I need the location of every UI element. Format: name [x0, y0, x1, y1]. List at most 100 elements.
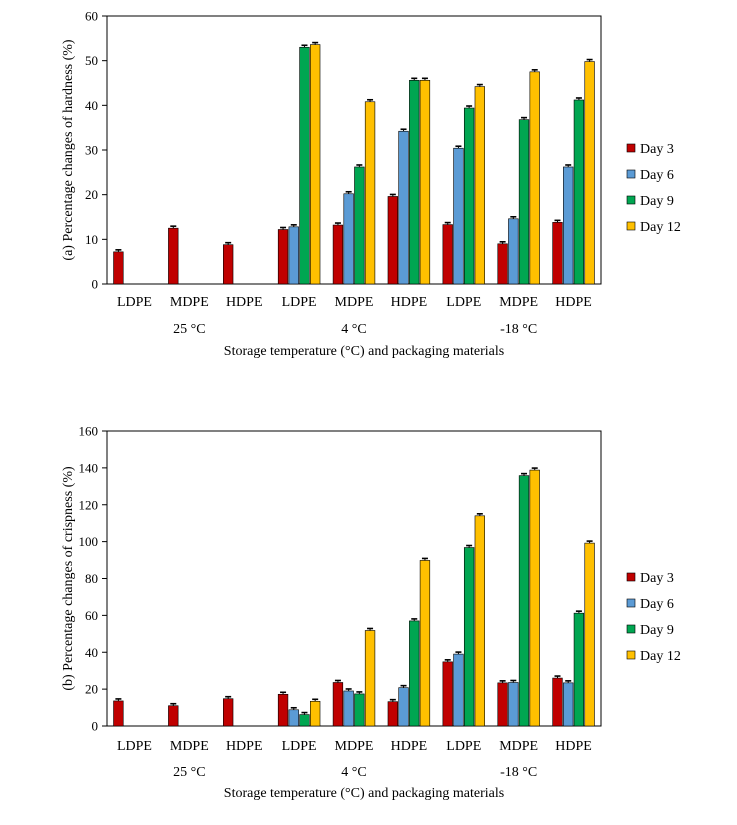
bar-day-9 — [299, 714, 310, 727]
bar-day-6 — [288, 709, 299, 727]
bar-day-6 — [453, 653, 464, 727]
y-tick-label: 120 — [79, 497, 99, 512]
bar-day-6 — [563, 166, 574, 285]
bar-day-3 — [442, 224, 453, 285]
bar-day-3 — [113, 251, 124, 285]
bar-day-3 — [168, 227, 179, 285]
x-category-label: LDPE — [446, 739, 481, 754]
bar-day-12 — [310, 700, 321, 727]
x-category-label: LDPE — [117, 295, 152, 310]
bar-day-6 — [508, 682, 519, 727]
y-tick-label: 10 — [85, 232, 98, 247]
bar-day-3 — [168, 705, 179, 727]
y-tick-label: 80 — [85, 571, 98, 586]
legend-swatch — [626, 624, 636, 634]
y-tick-label: 160 — [79, 424, 99, 439]
x-category-label: HDPE — [226, 739, 263, 754]
x-category-label: MDPE — [335, 295, 374, 310]
y-tick-label: 100 — [79, 534, 99, 549]
y-axis-title: (a) Percentage changes of hardness (%) — [61, 39, 76, 261]
y-tick-label: 20 — [85, 187, 98, 202]
bar-day-12 — [529, 469, 540, 727]
x-category-label: HDPE — [391, 739, 428, 754]
bar-day-3 — [113, 700, 124, 727]
x-category-label: MDPE — [499, 295, 538, 310]
bar-day-3 — [223, 698, 234, 727]
y-tick-label: 60 — [85, 608, 98, 623]
bar-day-12 — [529, 71, 540, 285]
bar-day-12 — [419, 560, 431, 727]
legend-swatch — [626, 572, 636, 582]
bar-day-12 — [584, 542, 595, 727]
bar-day-12 — [474, 515, 485, 727]
x-group-label: 25 °C — [173, 322, 205, 337]
bar-day-6 — [453, 147, 464, 285]
y-tick-label: 0 — [92, 277, 99, 292]
legend-label: Day 9 — [640, 194, 674, 209]
bar-day-3 — [277, 229, 289, 285]
bar-day-6 — [508, 218, 519, 285]
bar-day-9 — [463, 547, 475, 727]
bar-day-12 — [310, 44, 321, 285]
legend-label: Day 12 — [640, 649, 681, 664]
legend-label: Day 12 — [640, 220, 681, 235]
x-category-label: MDPE — [335, 739, 374, 754]
y-axis-title: (b) Percentage changes of crispness (%) — [61, 466, 76, 691]
bar-day-12 — [364, 630, 376, 727]
legend-label: Day 9 — [640, 623, 674, 638]
legend-label: Day 6 — [640, 168, 674, 183]
bar-day-3 — [442, 661, 453, 727]
bar-day-9 — [354, 693, 365, 727]
bar-day-9 — [354, 166, 365, 285]
bar-day-9 — [518, 475, 530, 727]
bar-day-3 — [332, 682, 344, 727]
chart-crispness: 0 20 40 60 80 100 120 140 160 LDPE MDPE HDPE LDPE MDP… — [61, 424, 681, 802]
legend-swatch — [626, 221, 636, 231]
bar-day-3 — [387, 701, 398, 727]
bar-day-6 — [398, 130, 409, 285]
legend-swatch — [626, 143, 636, 153]
bar-day-9 — [573, 99, 585, 285]
y-tick-label: 140 — [79, 460, 99, 475]
y-tick-label: 40 — [85, 98, 98, 113]
bar-day-9 — [409, 80, 420, 285]
y-tick-label: 30 — [85, 143, 98, 158]
bar-day-6 — [288, 226, 299, 285]
y-tick-label: 40 — [85, 645, 98, 660]
x-category-label: MDPE — [170, 739, 209, 754]
bar-day-3 — [223, 244, 234, 285]
legend-label: Day 3 — [640, 571, 674, 586]
legend-label: Day 3 — [640, 142, 674, 157]
bar-day-12 — [419, 80, 431, 285]
bar-day-9 — [518, 119, 530, 285]
legend-swatch — [626, 169, 636, 179]
x-category-label: HDPE — [555, 739, 592, 754]
y-tick-label: 50 — [85, 53, 98, 68]
bar-day-12 — [474, 86, 485, 285]
legend-swatch — [626, 195, 636, 205]
bar-day-9 — [573, 612, 585, 727]
bar-day-6 — [343, 690, 354, 727]
x-category-label: HDPE — [555, 295, 592, 310]
x-axis-title: Storage temperature (°C) and packaging m… — [224, 344, 504, 359]
x-group-label: 25 °C — [173, 765, 205, 780]
x-category-label: LDPE — [446, 295, 481, 310]
x-category-label: MDPE — [499, 739, 538, 754]
bar-day-6 — [563, 682, 574, 727]
y-tick-label: 20 — [85, 682, 98, 697]
x-group-label: 4 °C — [341, 765, 366, 780]
bar-day-6 — [343, 193, 354, 285]
legend-label: Day 6 — [640, 597, 674, 612]
bar-day-9 — [409, 620, 420, 727]
bar-day-9 — [299, 46, 310, 285]
x-category-label: HDPE — [226, 295, 263, 310]
x-group-label: -18 °C — [500, 322, 537, 337]
bar-day-3 — [277, 693, 289, 727]
bar-day-3 — [497, 682, 508, 727]
bar-day-3 — [552, 222, 563, 285]
legend-swatch — [626, 598, 636, 608]
chart-hardness: 0 10 20 30 40 50 60 LDPE MDPE HDPE LDPE MDPE HDPE LDP… — [61, 9, 681, 360]
x-category-label: LDPE — [282, 295, 317, 310]
legend-swatch — [626, 650, 636, 660]
